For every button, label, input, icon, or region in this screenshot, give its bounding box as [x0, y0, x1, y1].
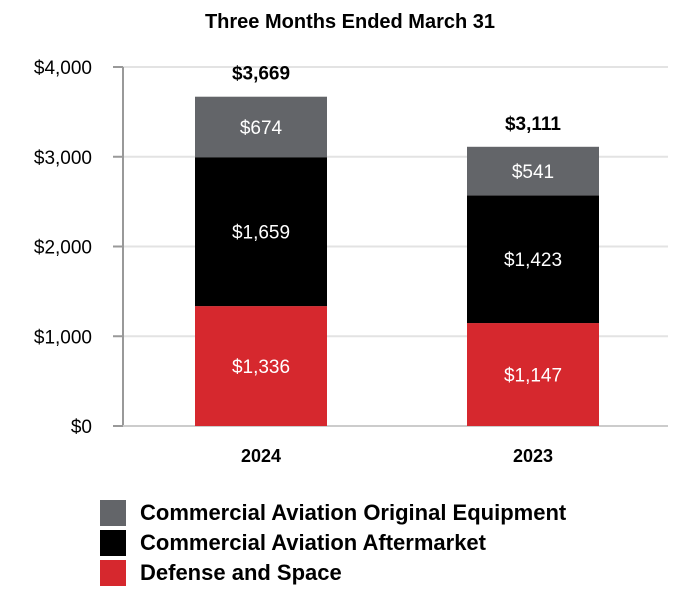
y-tick-label: $0: [71, 417, 92, 438]
bar-segment: [195, 96, 327, 158]
y-tick-label: $1,000: [34, 327, 92, 348]
x-tick-label: 2023: [513, 446, 553, 466]
legend-swatch: [100, 530, 126, 556]
x-tick-label: 2024: [241, 446, 281, 466]
bar-segment: [467, 323, 599, 426]
legend-item: Defense and Space: [100, 558, 566, 588]
legend-label: Commercial Aviation Original Equipment: [140, 500, 567, 525]
stacked-bar-chart: Three Months Ended March 31 $0 $1,000 $2,0…: [34, 11, 668, 466]
bar-segment: [467, 146, 599, 196]
legend-label: Commercial Aviation Aftermarket: [140, 530, 486, 555]
legend-swatch: [100, 500, 126, 526]
legend-item: Commercial Aviation Original Equipment: [100, 498, 566, 528]
y-tick-label: $2,000: [34, 238, 92, 259]
legend: Commercial Aviation Original Equipment Co…: [100, 498, 566, 588]
chart-title: Three Months Ended March 31: [205, 11, 495, 33]
legend-label: Defense and Space: [140, 560, 342, 585]
bar-segment: [195, 157, 327, 307]
data-label: $1,659: [232, 223, 290, 244]
y-tick-label: $4,000: [34, 58, 92, 79]
legend-swatch: [100, 560, 126, 586]
data-label: $541: [512, 162, 554, 183]
bar-segment: [467, 195, 599, 324]
data-label: $1,336: [232, 357, 290, 378]
legend-item: Commercial Aviation Aftermarket: [100, 528, 566, 558]
data-label: $674: [240, 118, 283, 139]
data-label: $1,423: [504, 250, 562, 271]
total-label: $3,111: [505, 114, 561, 135]
data-label: $1,147: [504, 366, 562, 387]
bar-segment: [195, 306, 327, 426]
y-tick-label: $3,000: [34, 148, 92, 169]
total-label: $3,669: [232, 64, 290, 85]
